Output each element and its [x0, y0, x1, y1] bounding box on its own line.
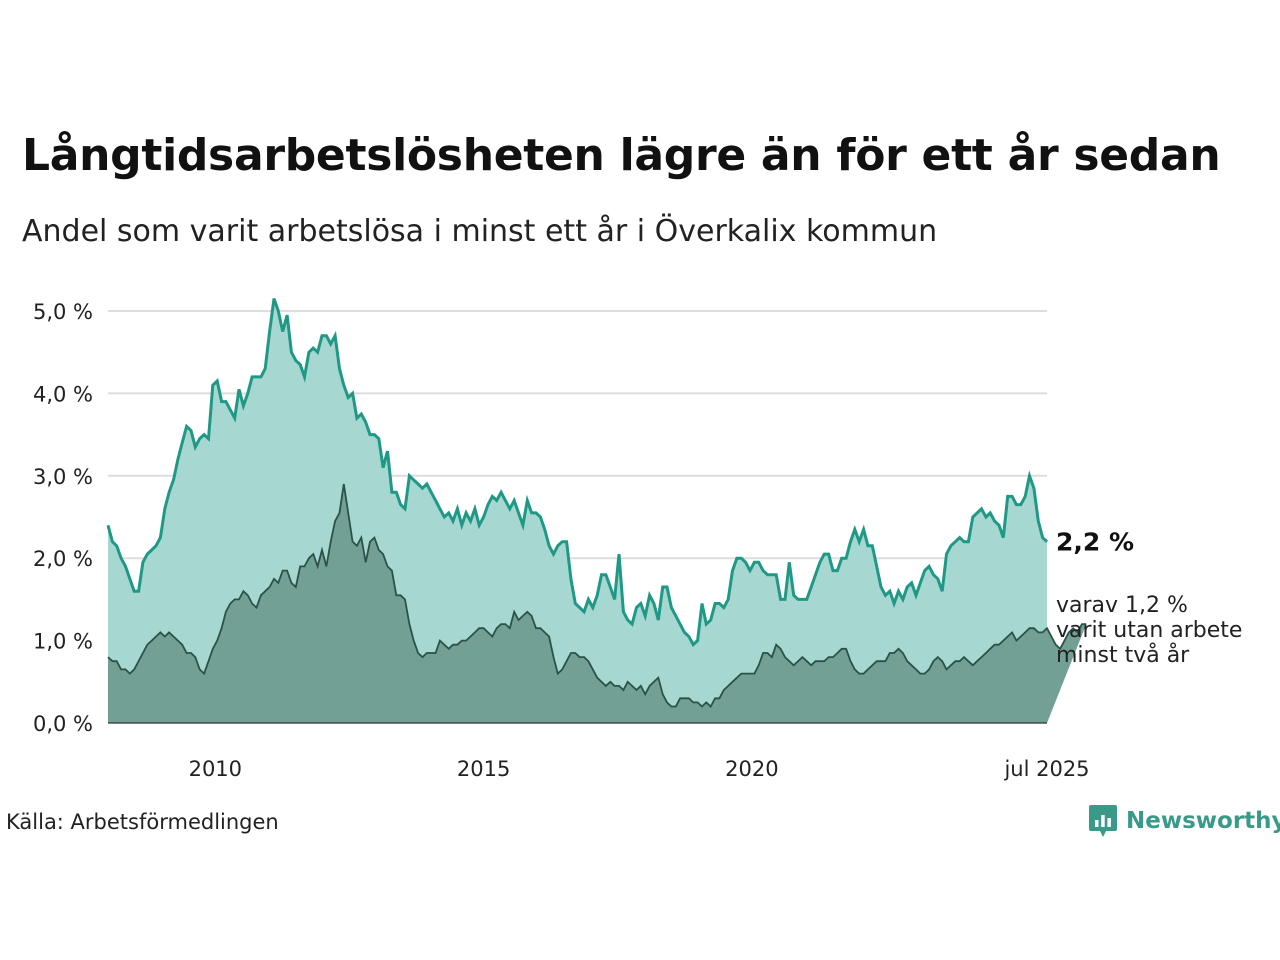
x-axis-ticks: 2010 2015 2020 jul 2025	[189, 757, 1090, 781]
chart-title: Långtidsarbetslösheten lägre än för ett …	[22, 130, 1221, 181]
y-tick-label: 2,0 %	[33, 547, 93, 571]
longterm-label-line: varit utan arbete	[1056, 618, 1242, 643]
longterm-line	[107, 483, 1087, 708]
y-tick-label: 1,0 %	[33, 630, 93, 654]
longterm-label-line: minst två år	[1056, 642, 1190, 668]
total-value-label: 2,2 %	[1056, 528, 1134, 557]
x-tick-label: jul 2025	[1003, 757, 1089, 781]
longterm-area	[108, 484, 1087, 723]
y-tick-label: 5,0 %	[33, 300, 93, 324]
longterm-label-line: varav 1,2 %	[1056, 593, 1188, 618]
y-tick-label: 0,0 %	[33, 712, 93, 736]
total-line	[106, 298, 1049, 648]
chart-subtitle: Andel som varit arbetslösa i minst ett å…	[22, 214, 938, 249]
x-tick-label: 2020	[725, 757, 778, 781]
newsworthy-icon	[1089, 805, 1117, 837]
x-tick-label: 2015	[457, 757, 510, 781]
y-tick-label: 4,0 %	[33, 382, 93, 406]
y-axis-ticks: 0,0 % 1,0 % 2,0 % 3,0 % 4,0 % 5,0 %	[33, 300, 93, 736]
brand-name: Newsworthy	[1126, 808, 1280, 834]
longterm-value-label: varav 1,2 % varit utan arbete minst två år	[1056, 593, 1242, 668]
source-note: Källa: Arbetsförmedlingen	[6, 810, 279, 834]
y-tick-label: 3,0 %	[33, 465, 93, 489]
newsworthy-logo[interactable]: Newsworthy	[1088, 804, 1280, 838]
x-tick-label: 2010	[189, 757, 242, 781]
